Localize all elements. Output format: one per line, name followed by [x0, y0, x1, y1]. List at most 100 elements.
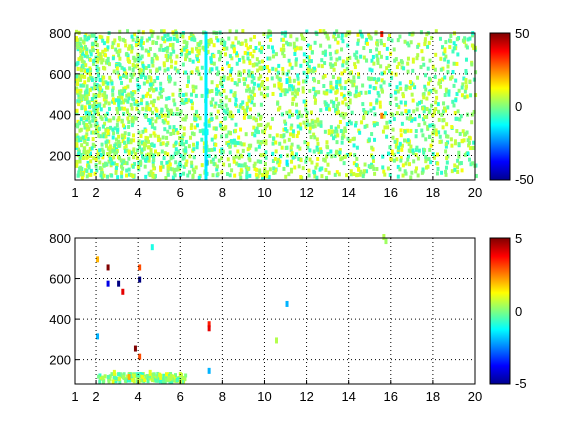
heatmap-cell	[435, 171, 439, 176]
heatmap-cell	[167, 376, 171, 381]
heatmap-cell	[394, 90, 398, 95]
heatmap-cell	[116, 96, 120, 101]
heatmap-cell	[166, 120, 170, 125]
heatmap-cell	[272, 166, 276, 171]
heatmap-cell	[85, 174, 89, 179]
heatmap-cell	[189, 92, 193, 97]
heatmap-cell	[279, 47, 283, 52]
heatmap-cell	[108, 118, 112, 123]
heatmap-cell	[313, 174, 317, 179]
heatmap-cell	[296, 144, 300, 149]
heatmap-cell	[274, 168, 278, 173]
heatmap-cell	[382, 80, 386, 85]
heatmap-cell	[209, 102, 213, 107]
heatmap-cell	[312, 94, 316, 99]
heatmap-cell	[382, 169, 386, 174]
heatmap-cell	[220, 147, 224, 152]
heatmap-cell	[163, 118, 167, 123]
heatmap-cell	[158, 91, 162, 96]
heatmap-cell	[446, 134, 450, 139]
heatmap-cell	[233, 81, 237, 86]
heatmap-cell	[228, 98, 232, 103]
heatmap-cell	[414, 152, 418, 157]
heatmap-cell	[101, 155, 105, 160]
heatmap-cell	[152, 377, 156, 382]
heatmap-cell	[328, 44, 332, 49]
heatmap-cell	[460, 93, 464, 98]
heatmap-cell	[227, 130, 231, 135]
heatmap-cell	[354, 123, 358, 128]
heatmap-cell	[101, 375, 105, 380]
heatmap-cell	[204, 102, 208, 107]
heatmap-cell	[341, 39, 345, 44]
heatmap-cell	[221, 126, 225, 131]
heatmap-cell	[313, 40, 317, 45]
heatmap-cell	[182, 164, 186, 169]
heatmap-cell	[182, 126, 186, 131]
heatmap-cell	[312, 149, 316, 154]
heatmap-cell	[78, 121, 82, 126]
heatmap-cell	[204, 38, 208, 43]
heatmap-cell	[273, 156, 277, 161]
heatmap-cell	[204, 41, 208, 46]
heatmap-cell	[249, 51, 253, 56]
heatmap-cell	[253, 161, 257, 166]
heatmap-cell	[227, 36, 231, 41]
heatmap-cell	[204, 63, 208, 68]
heatmap-cell	[414, 147, 418, 152]
heatmap-cell	[356, 59, 360, 64]
heatmap-cell	[122, 111, 126, 116]
heatmap-cell	[83, 105, 87, 110]
heatmap-cell	[262, 65, 266, 70]
heatmap-cell	[223, 40, 227, 45]
heatmap-cell	[204, 124, 208, 129]
heatmap-cell	[280, 37, 284, 42]
heatmap-cell	[204, 112, 208, 117]
heatmap-cell	[435, 152, 439, 157]
heatmap-cell	[319, 43, 323, 48]
heatmap-cell	[85, 88, 89, 95]
heatmap-cell	[373, 171, 377, 176]
heatmap-cell	[129, 173, 133, 178]
heatmap-cell	[136, 373, 140, 378]
heatmap-cell	[464, 57, 468, 62]
heatmap-cell	[321, 50, 325, 55]
heatmap-cell	[195, 57, 199, 62]
heatmap-cell	[112, 146, 116, 151]
heatmap-cell	[153, 126, 157, 131]
heatmap-cell	[372, 106, 376, 111]
heatmap-cell	[335, 29, 339, 34]
heatmap-cell	[168, 166, 172, 171]
heatmap-cell	[404, 109, 408, 114]
heatmap-cell	[335, 49, 339, 54]
heatmap-cell	[288, 76, 292, 81]
heatmap-cell	[124, 144, 128, 149]
heatmap-cell	[155, 67, 159, 72]
heatmap-cell	[180, 139, 184, 146]
heatmap-cell	[349, 71, 353, 76]
heatmap-cell	[298, 146, 302, 151]
heatmap-cell	[396, 148, 400, 153]
heatmap-cell	[186, 51, 190, 56]
heatmap-cell	[77, 73, 81, 78]
heatmap-cell	[144, 374, 148, 379]
heatmap-cell	[148, 374, 152, 379]
heatmap-cell	[470, 120, 474, 125]
heatmap-cell	[83, 53, 87, 58]
heatmap-cell	[284, 121, 288, 126]
heatmap-cell	[89, 52, 93, 57]
heatmap-cell	[304, 99, 308, 104]
heatmap-cell	[209, 159, 213, 164]
heatmap-cell	[150, 100, 154, 105]
heatmap-cell	[141, 63, 145, 68]
heatmap-cell	[219, 121, 223, 126]
x-tick-label: 6	[177, 389, 184, 404]
heatmap-cell	[309, 68, 313, 73]
heatmap-cell	[79, 47, 83, 54]
heatmap-cell	[96, 49, 100, 54]
heatmap-cell	[210, 39, 214, 44]
heatmap-cell	[331, 86, 335, 91]
heatmap-cell	[345, 152, 349, 157]
heatmap-cell	[299, 63, 303, 68]
heatmap-cell	[116, 128, 120, 133]
